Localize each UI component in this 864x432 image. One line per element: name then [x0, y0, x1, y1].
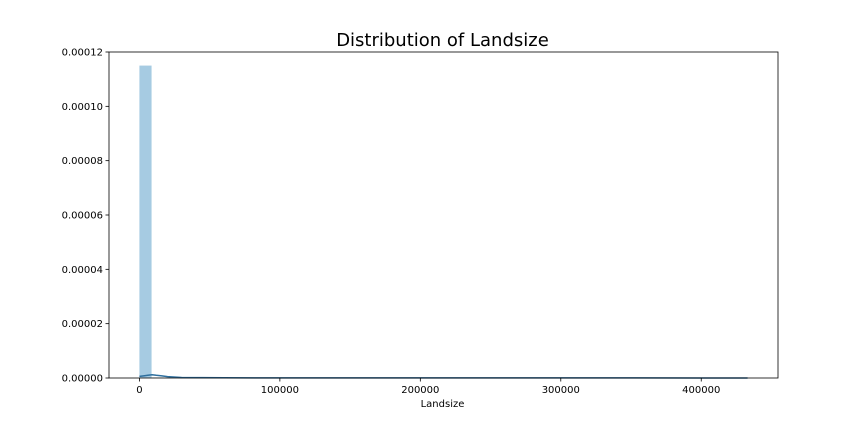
y-tick-label: 0.00006 — [62, 211, 103, 222]
x-axis: 0 100000 200000 300000 400000 — [136, 378, 720, 396]
x-tick-label: 200000 — [401, 385, 439, 396]
x-tick-label: 100000 — [261, 385, 299, 396]
y-tick-label: 0.00012 — [62, 48, 103, 59]
histogram-bar — [139, 65, 152, 378]
y-tick-label: 0.00004 — [62, 265, 103, 276]
axes-frame — [108, 51, 779, 379]
plot-area — [139, 65, 748, 379]
y-tick-label: 0.00002 — [62, 319, 103, 330]
y-tick-label: 0.00000 — [62, 374, 103, 385]
x-tick-label: 400000 — [682, 385, 720, 396]
x-tick-label: 0 — [136, 385, 142, 396]
y-axis: 0.00000 0.00002 0.00004 0.00006 0.00008 0.000… — [62, 48, 109, 385]
x-axis-label: Landsize — [421, 399, 465, 410]
y-tick-label: 0.00010 — [62, 102, 103, 113]
x-tick-label: 300000 — [542, 385, 580, 396]
kde-line — [139, 373, 748, 379]
chart-title: Distribution of Landsize — [336, 30, 549, 51]
y-tick-label: 0.00008 — [62, 156, 103, 167]
